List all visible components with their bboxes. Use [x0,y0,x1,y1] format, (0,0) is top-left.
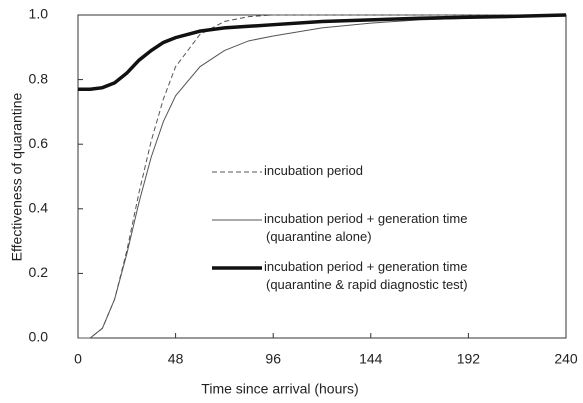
series-line [78,13,567,92]
legend-label: incubation period [264,163,363,178]
y-axis-label: Effectiveness of quarantine [9,92,25,261]
x-tick-label: 192 [457,351,481,367]
y-tick-label: 0.6 [29,135,49,151]
y-tick-label: 0.8 [29,70,49,86]
x-tick-label: 48 [168,351,184,367]
y-tick-label: 0.4 [29,200,49,216]
y-tick-label: 0.0 [29,329,49,345]
x-axis-label: Time since arrival (hours) [201,381,358,397]
x-tick-label: 0 [74,351,82,367]
y-tick-label: 0.2 [29,264,49,280]
x-tick-label: 144 [359,351,383,367]
legend-label: incubation period + generation time (qua… [264,211,471,244]
legend-label: incubation period + generation time (qua… [264,259,471,292]
x-tick-label: 240 [554,351,578,367]
y-tick-label: 1.0 [29,6,49,22]
x-tick-label: 96 [265,351,281,367]
